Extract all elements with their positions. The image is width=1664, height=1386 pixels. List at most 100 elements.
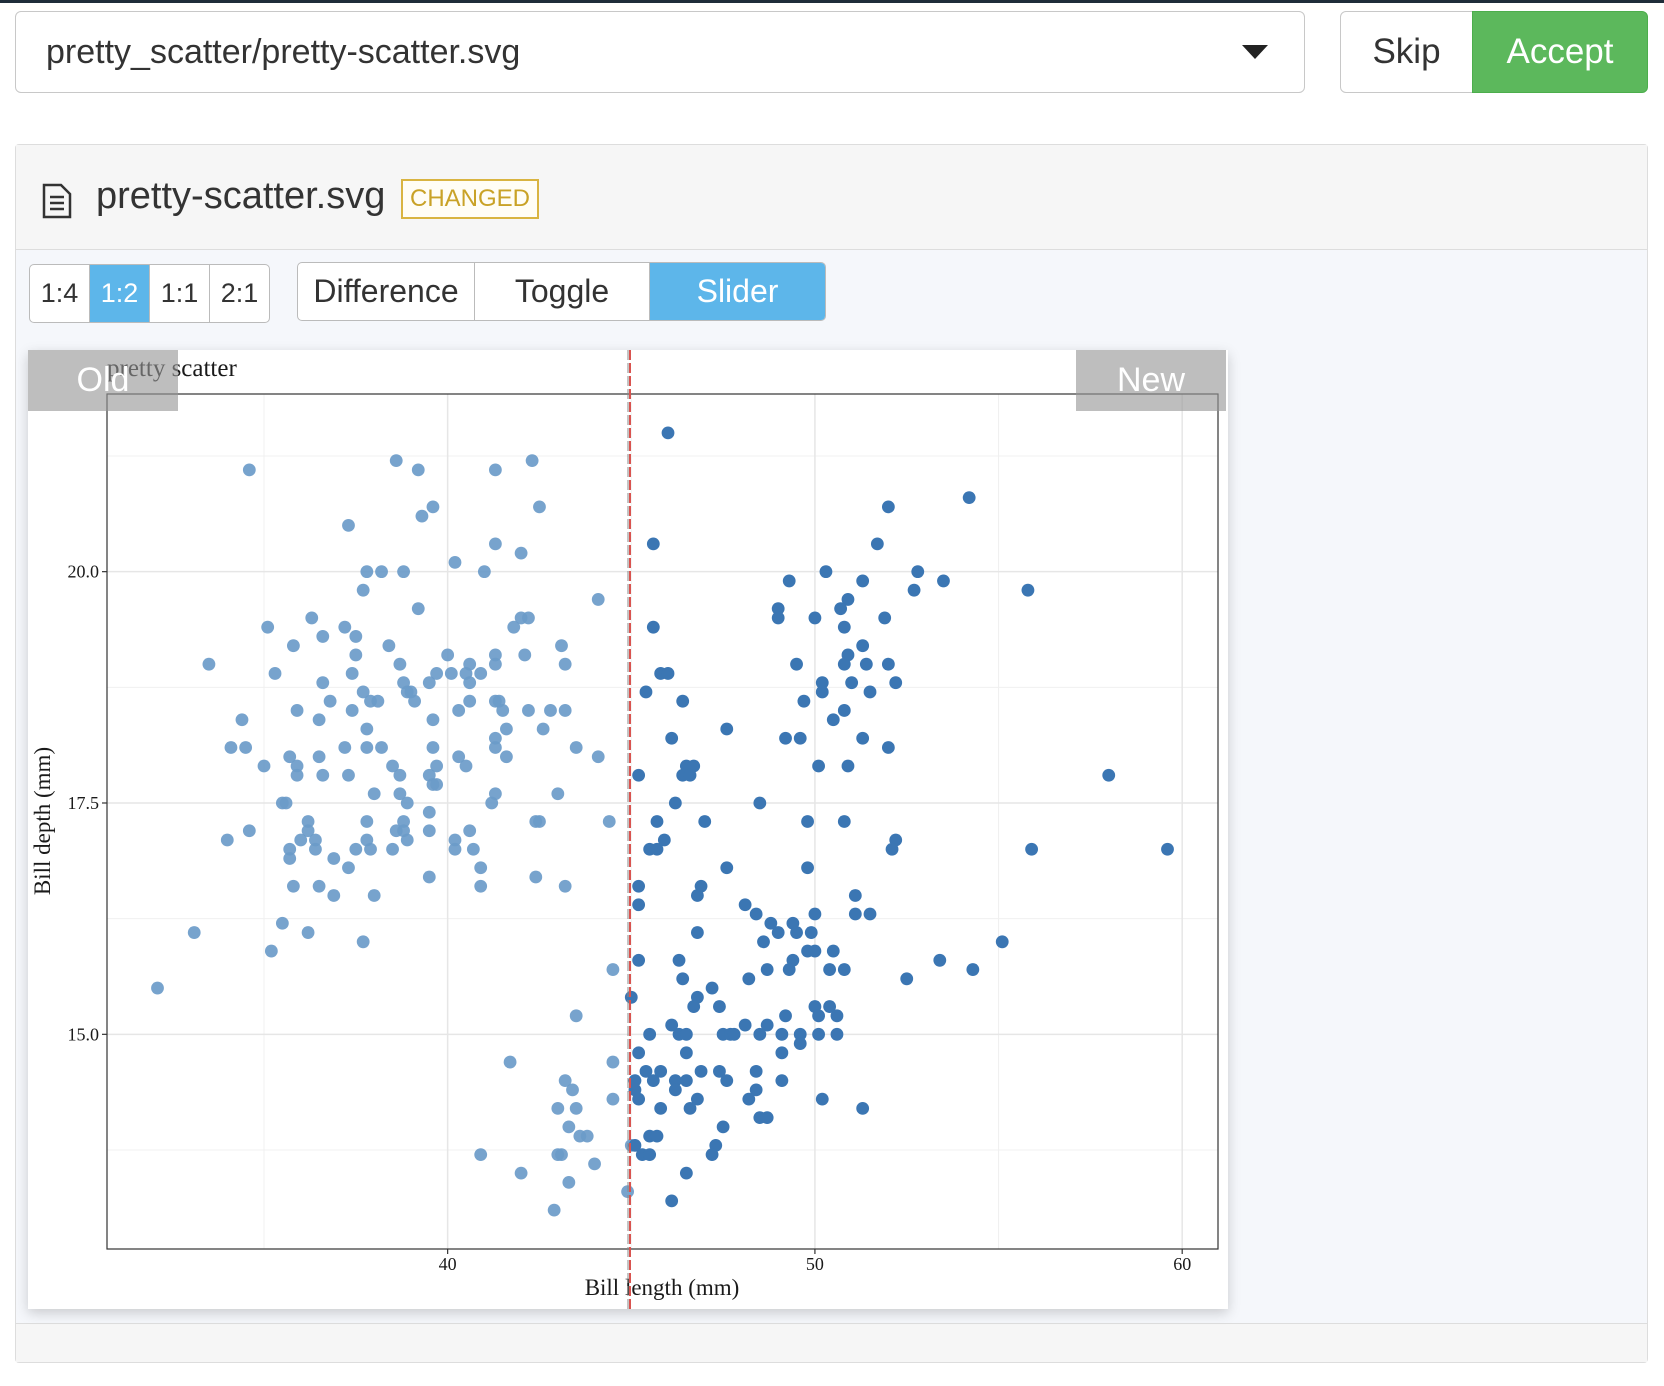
point	[679, 1074, 693, 1087]
modes-option[interactable]: Slider	[650, 263, 825, 320]
point	[360, 722, 374, 736]
overlay-label: New	[1117, 361, 1185, 399]
point	[749, 1083, 763, 1097]
point	[382, 639, 396, 653]
point	[885, 842, 899, 856]
zoom-option[interactable]: 1:4	[30, 265, 90, 322]
point	[283, 852, 297, 865]
point	[569, 1009, 583, 1023]
zoom-option[interactable]: 1:1	[150, 265, 210, 322]
point	[338, 620, 352, 634]
point	[566, 1083, 579, 1097]
point	[826, 713, 840, 727]
point	[859, 657, 873, 671]
point	[426, 713, 440, 727]
zoom-option[interactable]: 2:1	[220, 278, 259, 308]
point	[349, 648, 363, 662]
point	[514, 1166, 528, 1180]
point	[360, 741, 374, 754]
skip-button[interactable]: Skip	[1340, 11, 1473, 93]
point	[628, 1074, 642, 1087]
x-tick-label: 60	[1173, 1254, 1191, 1274]
point	[753, 796, 767, 810]
point	[808, 611, 822, 625]
point	[713, 1000, 726, 1013]
point	[812, 759, 825, 773]
point	[632, 768, 646, 782]
point	[364, 842, 377, 856]
accept-button[interactable]: Accept	[1472, 11, 1648, 93]
point	[588, 1157, 601, 1171]
point	[375, 565, 388, 579]
point	[911, 565, 925, 579]
point	[507, 620, 521, 634]
point	[665, 1018, 679, 1032]
point	[393, 787, 407, 801]
point	[294, 833, 308, 847]
point	[856, 1101, 870, 1115]
point	[275, 916, 289, 930]
point	[753, 1027, 767, 1041]
point	[782, 574, 796, 588]
point	[474, 879, 488, 893]
point	[529, 870, 543, 884]
point	[569, 741, 583, 754]
point	[907, 583, 921, 597]
point	[749, 1064, 763, 1078]
point	[643, 1027, 657, 1041]
modes-option[interactable]: Toggle	[475, 263, 650, 320]
point	[819, 565, 833, 579]
point	[279, 796, 293, 810]
point	[327, 852, 341, 865]
point	[764, 916, 778, 930]
point	[316, 676, 330, 690]
y-tick-label: 15.0	[68, 1024, 100, 1044]
point	[386, 759, 399, 773]
mode-group: Difference Toggle Slider	[297, 262, 826, 321]
point	[804, 926, 818, 939]
point	[503, 1055, 517, 1069]
point	[422, 824, 436, 838]
point	[485, 796, 499, 810]
point	[676, 694, 690, 708]
point	[790, 926, 803, 939]
point	[841, 759, 855, 773]
modes-option[interactable]: Difference	[298, 263, 475, 320]
point	[790, 657, 803, 671]
point	[415, 509, 429, 523]
point	[312, 713, 326, 727]
point	[646, 620, 660, 634]
point	[881, 741, 895, 754]
zoom-option[interactable]: 1:2	[90, 265, 150, 322]
point	[837, 620, 851, 634]
point	[422, 870, 436, 884]
point	[430, 778, 444, 791]
point	[856, 574, 870, 588]
point	[863, 907, 877, 921]
point	[606, 1092, 620, 1106]
file-select[interactable]: pretty_scatter/pretty-scatter.svg	[15, 11, 1305, 93]
point	[742, 1092, 756, 1106]
point	[441, 648, 455, 662]
point	[312, 750, 326, 764]
point	[690, 1092, 704, 1106]
point	[411, 463, 425, 477]
point	[720, 861, 734, 875]
point	[793, 731, 807, 745]
point	[239, 741, 253, 754]
point	[632, 898, 646, 912]
point	[1161, 842, 1174, 856]
point	[342, 861, 355, 875]
point	[264, 944, 278, 958]
point	[654, 1101, 668, 1115]
point	[646, 537, 660, 551]
point	[309, 833, 322, 847]
point	[342, 518, 355, 532]
point	[628, 1138, 642, 1152]
point	[815, 685, 829, 699]
point	[345, 667, 359, 680]
point	[547, 1203, 561, 1217]
point	[632, 1092, 646, 1106]
point	[544, 704, 557, 717]
